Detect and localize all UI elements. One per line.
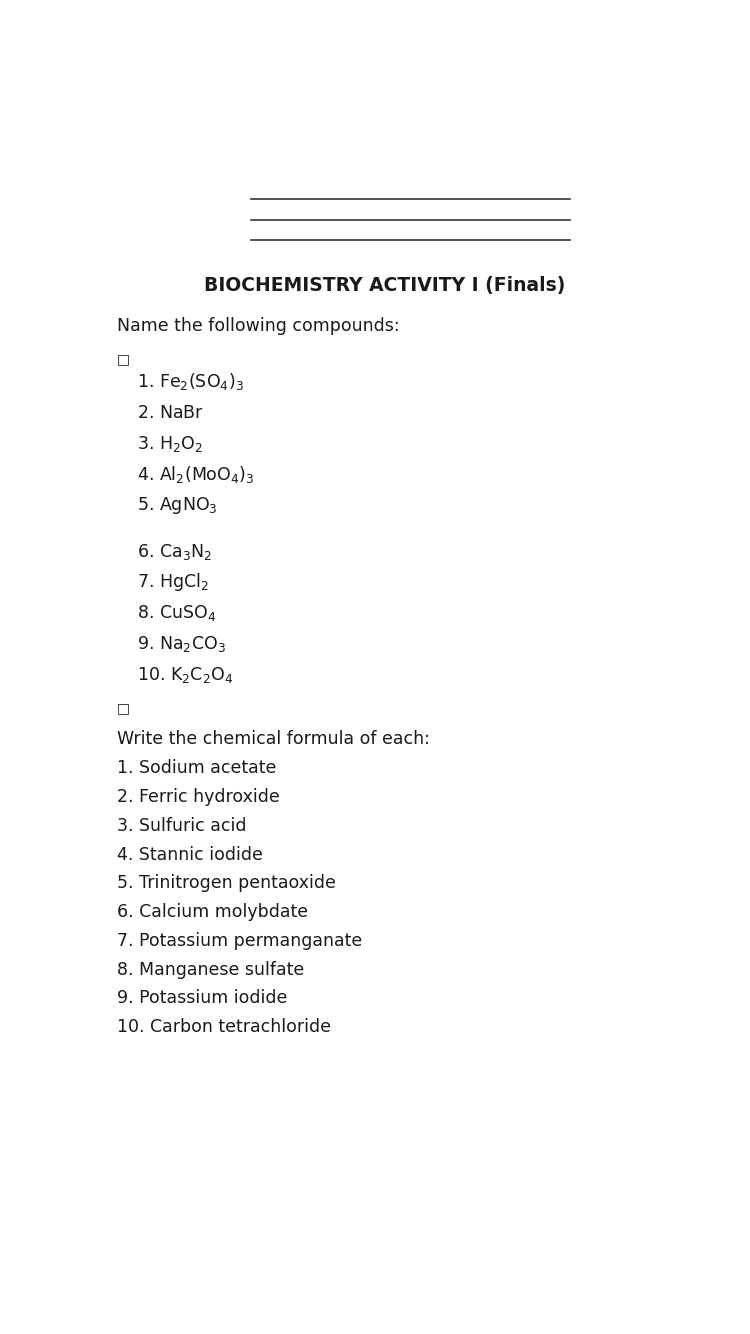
Text: 4. Stannic iodide: 4. Stannic iodide — [117, 846, 262, 863]
Text: 3. Sulfuric acid: 3. Sulfuric acid — [117, 816, 247, 835]
Text: 10. $\mathrm{K_2C_2O_4}$: 10. $\mathrm{K_2C_2O_4}$ — [137, 664, 234, 684]
Text: Write the chemical formula of each:: Write the chemical formula of each: — [117, 731, 430, 748]
Text: 7. $\mathrm{HgCl_2}$: 7. $\mathrm{HgCl_2}$ — [137, 571, 209, 594]
Text: 3. $\mathrm{H_2O_2}$: 3. $\mathrm{H_2O_2}$ — [137, 434, 203, 454]
Text: 8. $\mathrm{CuSO_4}$: 8. $\mathrm{CuSO_4}$ — [137, 603, 217, 623]
Text: □: □ — [117, 352, 130, 367]
Text: 10. Carbon tetrachloride: 10. Carbon tetrachloride — [117, 1018, 331, 1037]
Text: 2. $\mathrm{NaBr}$: 2. $\mathrm{NaBr}$ — [137, 404, 204, 422]
Text: 8. Manganese sulfate: 8. Manganese sulfate — [117, 960, 304, 979]
Text: 9. Potassium iodide: 9. Potassium iodide — [117, 990, 287, 1007]
Text: Name the following compounds:: Name the following compounds: — [117, 317, 400, 335]
Text: 4. $\mathrm{Al_2(MoO_4)_3}$: 4. $\mathrm{Al_2(MoO_4)_3}$ — [137, 463, 255, 484]
Text: 6. $\mathrm{Ca_3N_2}$: 6. $\mathrm{Ca_3N_2}$ — [137, 542, 212, 562]
Text: 6. Calcium molybdate: 6. Calcium molybdate — [117, 903, 308, 920]
Text: 7. Potassium permanganate: 7. Potassium permanganate — [117, 932, 362, 950]
Text: 1. $\mathrm{Fe_2(SO_4)_3}$: 1. $\mathrm{Fe_2(SO_4)_3}$ — [137, 371, 244, 392]
Text: BIOCHEMISTRY ACTIVITY I (Finals): BIOCHEMISTRY ACTIVITY I (Finals) — [204, 276, 565, 295]
Text: 2. Ferric hydroxide: 2. Ferric hydroxide — [117, 788, 280, 806]
Text: 1. Sodium acetate: 1. Sodium acetate — [117, 759, 276, 778]
Text: 5. $\mathrm{AgNO_3}$: 5. $\mathrm{AgNO_3}$ — [137, 495, 218, 516]
Text: 5. Trinitrogen pentaoxide: 5. Trinitrogen pentaoxide — [117, 874, 336, 892]
Text: □: □ — [117, 702, 130, 715]
Text: 9. $\mathrm{Na_2CO_3}$: 9. $\mathrm{Na_2CO_3}$ — [137, 634, 226, 654]
